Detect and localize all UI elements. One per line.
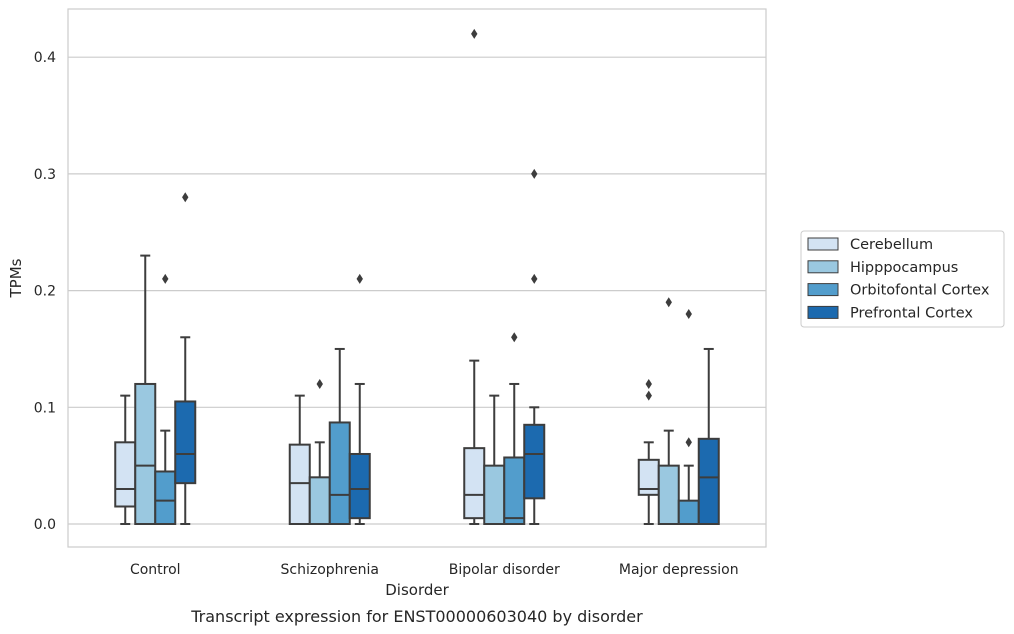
outlier-point (356, 273, 363, 284)
x-tick-label: Schizophrenia (281, 562, 379, 578)
box-3-4 (523, 168, 546, 525)
x-tick-label: Control (130, 562, 181, 578)
plot-frame (67, 8, 767, 548)
boxes (114, 28, 720, 526)
outlier-point (645, 378, 652, 389)
legend-label: Cerebellum (850, 237, 933, 253)
box-4-2 (657, 297, 680, 525)
y-tick-labels: 0.0 0.1 0.2 0.3 0.4 (34, 50, 56, 533)
legend-entries: Cerebellum Hipppocampus Orbitofontal Corte… (807, 237, 990, 321)
y-axis-title: TPMs (7, 258, 25, 298)
x-tick-labels: Control Schizophrenia Bipolar disorder Majo… (130, 562, 739, 578)
y-tick-label: 0.0 (34, 517, 56, 533)
iqr-box (328, 421, 351, 526)
iqr-box (677, 499, 700, 526)
iqr-box (154, 470, 177, 525)
iqr-box (483, 464, 506, 525)
iqr-box (697, 437, 720, 525)
box-4-3 (677, 308, 700, 526)
legend-swatch (807, 305, 839, 319)
legend-swatch (807, 283, 839, 297)
y-tick-label: 0.1 (34, 400, 56, 416)
iqr-box (134, 382, 157, 525)
iqr-box (174, 400, 197, 485)
outlier-point (316, 378, 323, 389)
iqr-box (114, 441, 137, 508)
box-1-2 (134, 254, 157, 525)
x-tick-label: Major depression (619, 562, 739, 578)
box-2-4 (348, 273, 371, 525)
outlier-point (665, 297, 672, 308)
box-1-1 (114, 394, 137, 525)
iqr-box (308, 476, 331, 526)
legend: Cerebellum Hipppocampus Orbitofontal Corte… (800, 230, 1005, 328)
outlier-point (685, 308, 692, 319)
outlier-point (511, 332, 518, 343)
outlier-point (685, 437, 692, 448)
box-1-3 (154, 273, 177, 525)
iqr-box (523, 423, 546, 500)
legend-label: Prefrontal Cortex (850, 305, 973, 321)
outlier-point (182, 192, 189, 203)
y-tick-label: 0.3 (34, 167, 56, 183)
iqr-box (463, 447, 486, 520)
box-4-4 (697, 347, 720, 525)
y-tick-label: 0.4 (34, 50, 56, 66)
box-3-1 (463, 28, 486, 525)
legend-swatch (807, 237, 839, 251)
outlier-point (645, 390, 652, 401)
iqr-box (503, 456, 526, 525)
iqr-box (657, 464, 680, 525)
legend-label: Hipppocampus (850, 260, 958, 276)
legend-label: Orbitofontal Cortex (850, 283, 990, 299)
box-1-4 (174, 192, 197, 525)
iqr-box (288, 443, 311, 526)
x-axis-title: Disorder (385, 581, 449, 599)
iqr-box (348, 452, 371, 520)
box-3-3 (503, 332, 526, 525)
x-tick-label: Bipolar disorder (449, 562, 560, 578)
legend-frame (800, 230, 1005, 328)
y-tick-label: 0.2 (34, 284, 56, 300)
outlier-point (531, 273, 538, 284)
outlier-point (162, 273, 169, 284)
outlier-point (531, 168, 538, 179)
legend-swatch (807, 260, 839, 274)
chart-caption: Transcript expression for ENST0000060304… (190, 607, 643, 626)
outlier-point (471, 28, 478, 39)
